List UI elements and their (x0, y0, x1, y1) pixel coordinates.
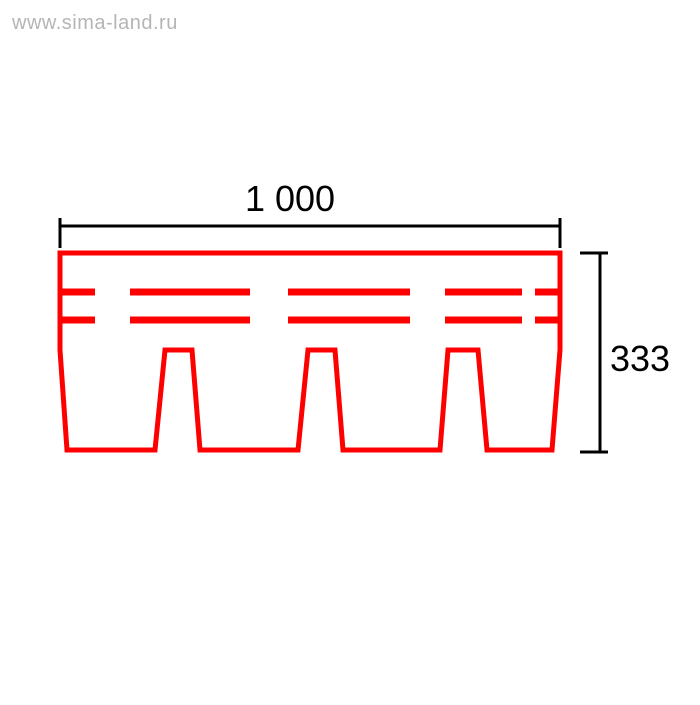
shingle-diagram (0, 0, 700, 700)
dimension-height-label: 333 (610, 338, 670, 380)
dimension-width-label: 1 000 (0, 178, 580, 220)
